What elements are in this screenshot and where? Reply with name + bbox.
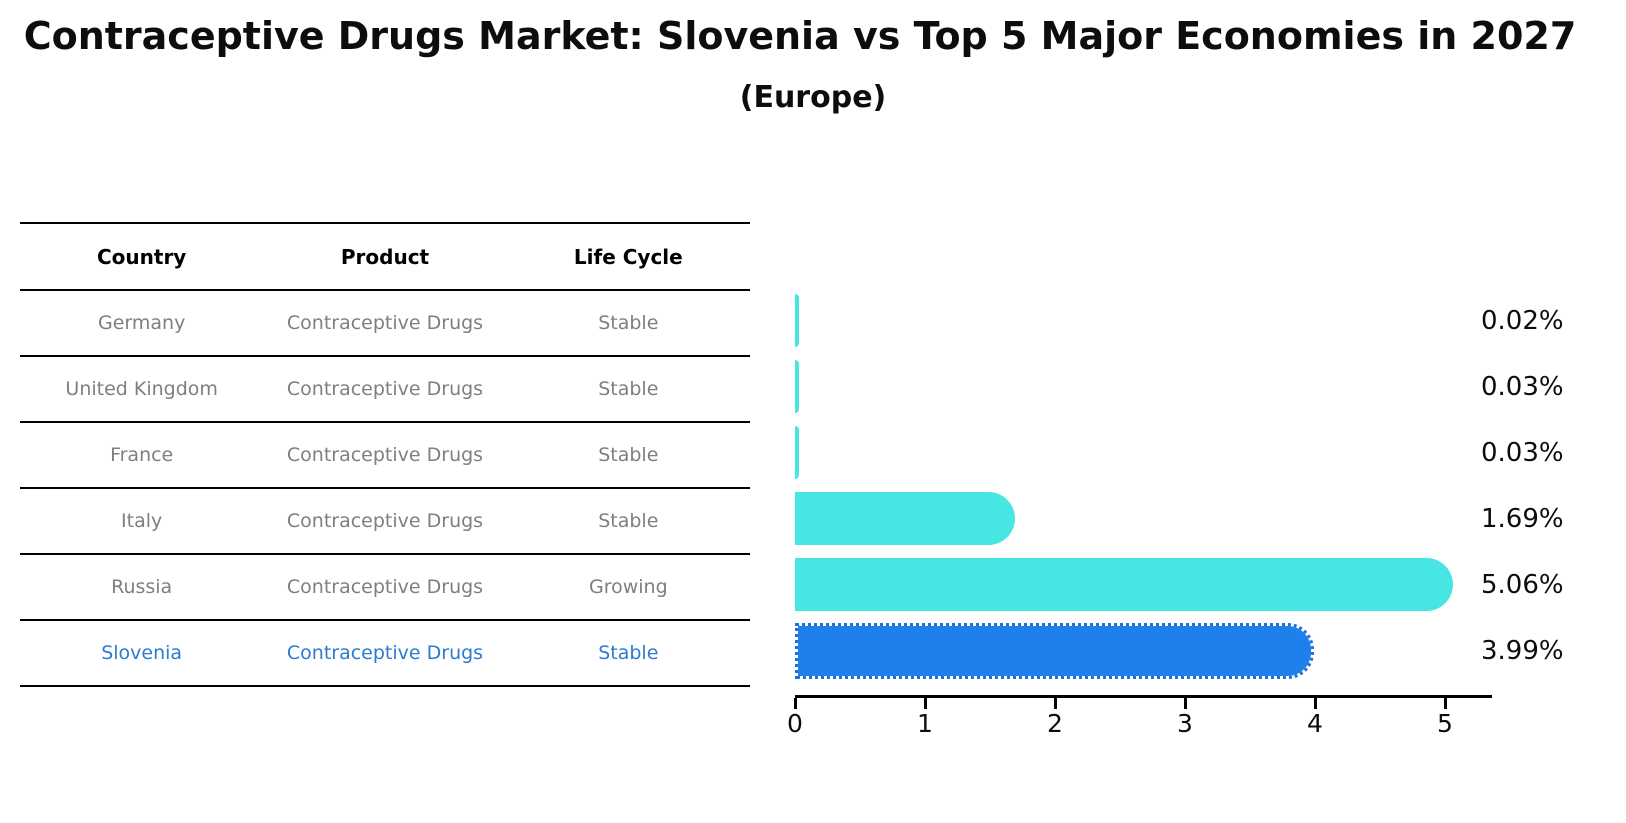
cell-product: Contraceptive Drugs [286,510,484,532]
value-label-italy: 1.69% [1481,503,1564,534]
table-row-germany: Germany Contraceptive Drugs Stable [20,291,750,357]
x-axis-tick-label: 1 [917,709,933,738]
value-label-russia: 5.06% [1481,569,1564,600]
bar-france [795,426,799,479]
value-label-germany: 0.02% [1481,305,1564,336]
x-axis-tick-label: 2 [1047,709,1063,738]
cell-country: Italy [121,510,163,532]
info-table: Country Product Life Cycle Germany Contr… [20,222,750,687]
column-header-country: Country [96,244,187,269]
bar-russia [795,558,1453,611]
cell-product: Contraceptive Drugs [286,378,484,400]
value-label-slovenia: 3.99% [1481,635,1564,666]
cell-country: Germany [98,312,186,334]
bar-slovenia [795,623,1314,679]
table-row-italy: Italy Contraceptive Drugs Stable [20,489,750,555]
x-axis-tick-label: 3 [1177,709,1193,738]
table-row-slovenia: Slovenia Contraceptive Drugs Stable [20,621,750,687]
value-label-united-kingdom: 0.03% [1481,371,1564,402]
column-header-life-cycle: Life Cycle [573,244,683,269]
cell-product: Contraceptive Drugs [286,312,484,334]
cell-life-cycle: Stable [598,444,659,466]
x-axis-tick [793,698,797,709]
x-axis-tick [1183,698,1187,709]
bar-italy [795,492,1015,545]
cell-country: Russia [111,576,173,598]
cell-country: United Kingdom [65,378,218,400]
cell-life-cycle: Stable [598,510,659,532]
x-axis-line [795,695,1492,698]
cell-product: Contraceptive Drugs [286,444,484,466]
x-axis-tick [1313,698,1317,709]
cell-life-cycle: Stable [598,312,659,334]
cell-life-cycle: Stable [598,642,659,664]
bar-united-kingdom [795,360,799,413]
cell-product: Contraceptive Drugs [286,642,484,664]
x-axis-tick-label: 0 [787,709,803,738]
column-header-product: Product [340,244,430,269]
cell-country: France [110,444,174,466]
cell-life-cycle: Stable [598,378,659,400]
x-axis-tick-label: 4 [1307,709,1323,738]
value-label-france: 0.03% [1481,437,1564,468]
chart-title: Contraceptive Drugs Market: Slovenia vs … [23,14,1577,58]
cell-product: Contraceptive Drugs [286,576,484,598]
x-axis-tick [1053,698,1057,709]
table-row-france: France Contraceptive Drugs Stable [20,423,750,489]
table-row-united-kingdom: United Kingdom Contraceptive Drugs Stabl… [20,357,750,423]
x-axis-tick [1443,698,1447,709]
table-header-row: Country Product Life Cycle [20,224,750,291]
x-axis-tick-label: 5 [1437,709,1453,738]
cell-country: Slovenia [101,642,183,664]
cell-life-cycle: Growing [588,576,668,598]
bar-germany [795,294,799,347]
chart-subtitle: (Europe) [739,80,887,115]
table-row-russia: Russia Contraceptive Drugs Growing [20,555,750,621]
x-axis-tick [923,698,927,709]
